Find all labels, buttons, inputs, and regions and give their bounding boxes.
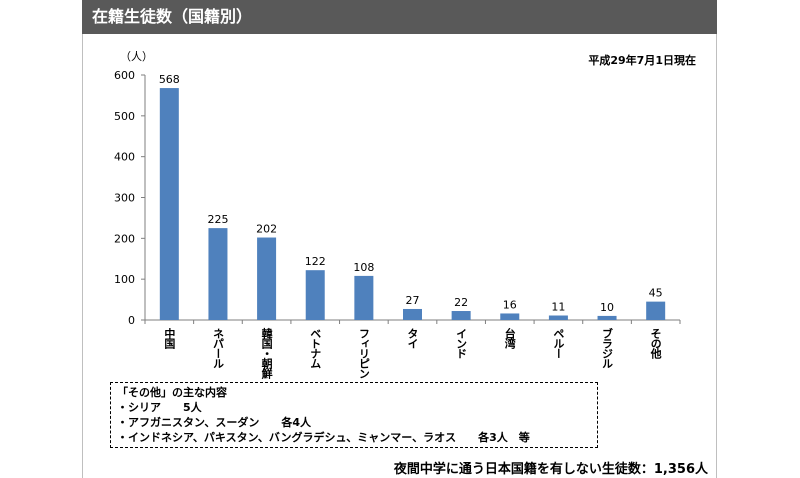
y-tick-label: 600 bbox=[114, 69, 135, 82]
bar-value-label: 22 bbox=[454, 296, 468, 309]
bar bbox=[354, 275, 374, 320]
bar-value-label: 202 bbox=[256, 223, 277, 236]
bar bbox=[597, 315, 617, 320]
notes-line: ・インドネシア、パキスタン、バングラデシュ、ミャンマー、ラオス 各3人 等 bbox=[117, 431, 530, 444]
bar-value-label: 11 bbox=[551, 301, 565, 314]
y-tick-label: 200 bbox=[114, 232, 135, 245]
x-category-label: その他 bbox=[649, 328, 663, 360]
bar-value-label: 568 bbox=[159, 73, 180, 86]
other-breakdown-box: 「その他」の主な内容 ・シリア 5人 ・アフガニスタン、スーダン 各4人 ・イン… bbox=[110, 382, 598, 448]
notes-title: 「その他」の主な内容 bbox=[117, 386, 227, 399]
total-summary: 夜間中学に通う日本国籍を有しない生徒数：1,356人 bbox=[393, 462, 708, 477]
bar bbox=[257, 237, 277, 320]
bar-value-label: 108 bbox=[353, 261, 374, 274]
x-category-label: ペルー bbox=[552, 328, 565, 358]
x-category-label: 韓国・朝鮮 bbox=[260, 327, 273, 380]
bar bbox=[403, 308, 422, 320]
bar bbox=[548, 315, 568, 320]
x-category-label: タイ bbox=[406, 328, 419, 349]
y-tick-label: 500 bbox=[114, 110, 135, 123]
bar bbox=[208, 228, 228, 320]
bar-value-label: 122 bbox=[305, 255, 326, 268]
page-title: 在籍生徒数（国籍別） bbox=[82, 0, 717, 34]
x-category-label: インド bbox=[455, 328, 468, 359]
y-tick-label: 300 bbox=[114, 192, 135, 205]
notes-line: ・アフガニスタン、スーダン 各4人 bbox=[117, 416, 311, 429]
bar bbox=[646, 301, 666, 320]
bar-value-label: 16 bbox=[503, 298, 517, 311]
x-category-label: ベトナム bbox=[309, 328, 322, 369]
y-tick-label: 0 bbox=[128, 314, 135, 327]
date-note: 平成29年7月1日現在 bbox=[588, 54, 696, 67]
bar-value-label: 225 bbox=[207, 213, 228, 226]
bar bbox=[305, 270, 325, 320]
x-category-label: フィリピン bbox=[357, 328, 370, 379]
bar-value-label: 45 bbox=[649, 287, 663, 300]
x-category-label: 台湾 bbox=[503, 327, 516, 350]
bar bbox=[159, 88, 179, 320]
notes-line: ・シリア 5人 bbox=[117, 401, 202, 414]
y-axis-unit-label: （人） bbox=[120, 50, 153, 63]
x-category-label: ブラジル bbox=[601, 327, 614, 369]
y-tick-label: 400 bbox=[114, 151, 135, 164]
bar-value-label: 10 bbox=[600, 301, 614, 314]
x-category-label: 中国 bbox=[163, 327, 176, 350]
bar bbox=[451, 311, 471, 320]
chart-panel bbox=[82, 34, 717, 478]
y-tick-label: 100 bbox=[114, 273, 135, 286]
bar bbox=[500, 313, 520, 320]
bar-value-label: 27 bbox=[406, 294, 420, 307]
x-category-label: ネパール bbox=[211, 328, 224, 369]
